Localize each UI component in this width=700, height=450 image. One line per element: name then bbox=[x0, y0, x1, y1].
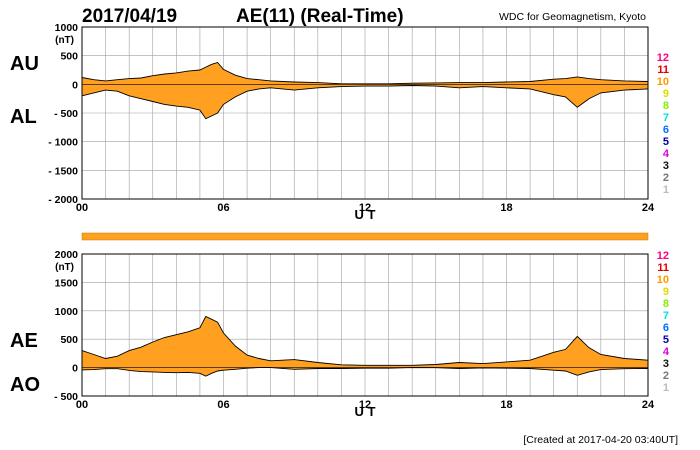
series-fill-area bbox=[82, 62, 648, 119]
station-count-label: 10 bbox=[657, 274, 669, 286]
y-unit-label: (nT) bbox=[55, 262, 74, 273]
created-timestamp: [Created at 2017-04-20 03:40UT] bbox=[523, 434, 678, 446]
y-tick-label: - 500 bbox=[54, 108, 78, 120]
station-count-label: 3 bbox=[663, 160, 669, 172]
station-count-label: 4 bbox=[663, 148, 670, 160]
station-count-label: 6 bbox=[663, 124, 669, 136]
lower-series-label: AO bbox=[10, 374, 40, 396]
series-line-al bbox=[81, 85, 649, 120]
x-tick-label: 00 bbox=[76, 399, 88, 411]
station-count-label: 6 bbox=[663, 322, 669, 334]
y-tick-label: 1000 bbox=[55, 22, 79, 34]
upper-series-label: AE bbox=[10, 330, 38, 352]
y-tick-label: 0 bbox=[72, 79, 78, 91]
y-tick-label: 1500 bbox=[55, 277, 79, 289]
y-tick-label: 2000 bbox=[55, 249, 79, 261]
x-tick-label: 18 bbox=[500, 399, 512, 411]
station-count-label: 12 bbox=[657, 52, 669, 64]
station-count-label: 2 bbox=[663, 370, 669, 382]
x-tick-label: 06 bbox=[217, 399, 229, 411]
x-tick-label: 24 bbox=[642, 202, 655, 214]
x-axis-label: U T bbox=[355, 404, 376, 419]
station-count-label: 9 bbox=[663, 88, 669, 100]
y-unit-label: (nT) bbox=[55, 35, 74, 46]
x-tick-label: 24 bbox=[642, 399, 655, 411]
station-count-label: 10 bbox=[657, 76, 669, 88]
main-title: AE(11) (Real-Time) bbox=[236, 6, 404, 27]
plot-frame bbox=[81, 26, 649, 200]
station-count-label: 4 bbox=[663, 346, 670, 358]
y-tick-label: - 1500 bbox=[48, 165, 78, 177]
station-count-label: 9 bbox=[663, 286, 669, 298]
station-count-label: 11 bbox=[657, 262, 669, 274]
x-tick-label: 12 bbox=[359, 202, 371, 214]
station-count-label: 5 bbox=[663, 334, 669, 346]
y-tick-label: - 2000 bbox=[48, 194, 78, 206]
x-tick-label: 00 bbox=[76, 202, 88, 214]
series-line-ae bbox=[81, 315, 649, 366]
y-tick-label: - 1000 bbox=[48, 137, 78, 149]
x-tick-label: 12 bbox=[359, 399, 371, 411]
station-count-label: 8 bbox=[663, 298, 669, 310]
series-fill-area bbox=[82, 316, 648, 377]
x-tick-label: 06 bbox=[217, 202, 229, 214]
data-availability-bar bbox=[81, 232, 649, 241]
y-tick-label: 1000 bbox=[55, 306, 79, 318]
station-count-label: 12 bbox=[657, 250, 669, 262]
lower-series-label: AL bbox=[10, 106, 37, 128]
station-count-label: 7 bbox=[663, 310, 669, 322]
date-title: 2017/04/19 bbox=[82, 6, 177, 27]
y-tick-label: 500 bbox=[60, 334, 78, 346]
upper-series-label: AU bbox=[10, 53, 39, 75]
series-line-au bbox=[81, 61, 649, 85]
x-axis-label: U T bbox=[355, 207, 376, 222]
source-label: WDC for Geomagnetism, Kyoto bbox=[499, 11, 646, 23]
y-tick-label: 0 bbox=[72, 363, 78, 375]
station-count-label: 3 bbox=[663, 358, 669, 370]
y-tick-label: - 500 bbox=[54, 391, 78, 403]
y-tick-label: 500 bbox=[60, 51, 78, 63]
station-count-label: 1 bbox=[663, 382, 669, 394]
station-count-label: 5 bbox=[663, 136, 669, 148]
station-count-label: 1 bbox=[663, 184, 669, 196]
station-count-label: 7 bbox=[663, 112, 669, 124]
station-count-label: 11 bbox=[657, 64, 669, 76]
plot-frame bbox=[81, 253, 649, 397]
station-count-label: 8 bbox=[663, 100, 669, 112]
station-count-label: 2 bbox=[663, 172, 669, 184]
x-tick-label: 18 bbox=[500, 202, 512, 214]
